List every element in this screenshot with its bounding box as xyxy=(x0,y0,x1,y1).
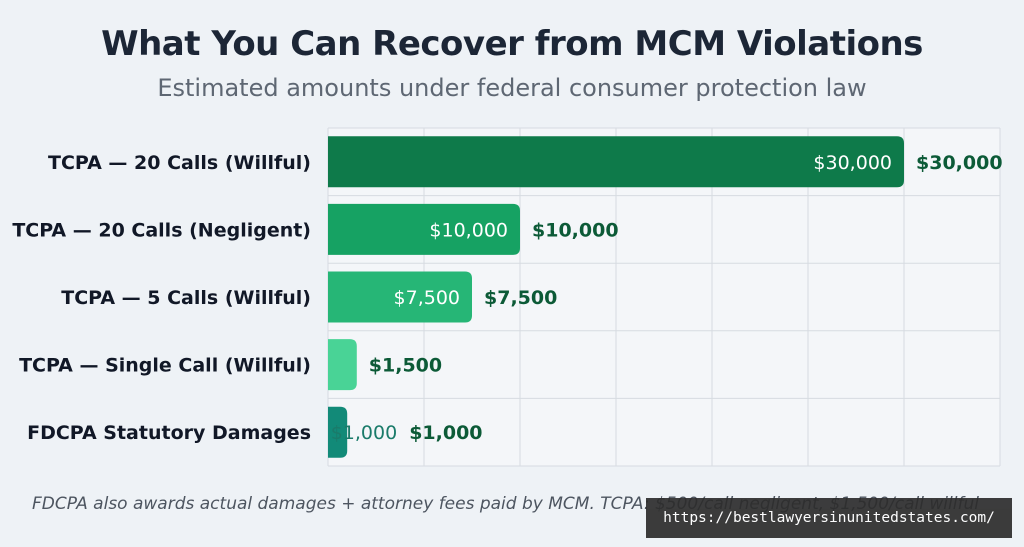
category-label: TCPA — 20 Calls (Willful) xyxy=(48,152,311,174)
category-label: TCPA — 20 Calls (Negligent) xyxy=(12,219,311,241)
bar xyxy=(328,203,520,255)
bar xyxy=(328,406,348,458)
watermark-banner: https://bestlawyersinunitedstates.com/ xyxy=(646,498,1012,538)
bar xyxy=(328,271,472,323)
category-label: TCPA — Single Call (Willful) xyxy=(19,355,311,377)
bar xyxy=(328,136,904,188)
bar-value-inside: $1,000 xyxy=(331,422,397,444)
chart-title: What You Can Recover from MCM Violations xyxy=(101,24,923,64)
bar-value-label: $10,000 xyxy=(532,219,619,241)
chart-subtitle: Estimated amounts under federal consumer… xyxy=(157,74,867,102)
bar-value-label: $7,500 xyxy=(484,287,557,309)
category-label: FDCPA Statutory Damages xyxy=(27,422,311,444)
bar-value-inside: $30,000 xyxy=(813,152,892,174)
bar-value-label: $1,000 xyxy=(409,422,482,444)
bar-value-inside: $7,500 xyxy=(394,287,460,309)
bar-value-label: $1,500 xyxy=(369,355,442,377)
bar-value-inside: $10,000 xyxy=(429,219,508,241)
bar xyxy=(328,339,357,391)
category-label: TCPA — 5 Calls (Willful) xyxy=(61,287,311,309)
bar-value-label: $30,000 xyxy=(916,152,1003,174)
